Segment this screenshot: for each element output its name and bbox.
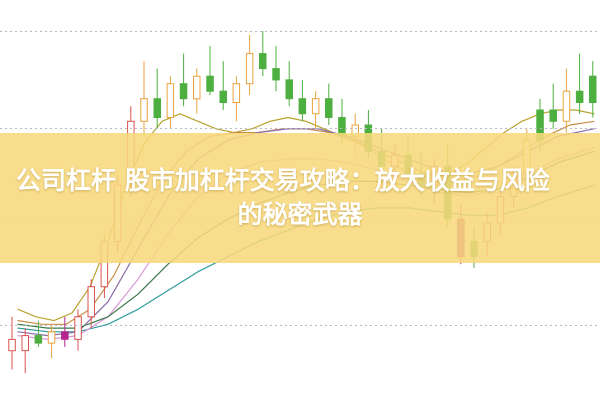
title-line-1: 公司杠杆 股市加杠杆交易攻略：放大收益与风险 [16, 166, 550, 195]
candle [87, 279, 95, 329]
candle [34, 320, 43, 347]
candle [193, 68, 201, 114]
candle [206, 46, 214, 95]
candle [140, 61, 148, 137]
candle [21, 328, 29, 374]
candle [8, 316, 16, 370]
page-title: 公司杠杆 股市加杠杆交易攻略：放大收益与风险 的秘密武器 [0, 133, 600, 263]
candle [245, 34, 254, 95]
candle [232, 76, 241, 122]
candle [562, 68, 571, 133]
candle [549, 83, 557, 129]
candle [179, 53, 188, 107]
candle [74, 309, 82, 351]
candle [47, 324, 56, 359]
title-line-2: 的秘密武器 [237, 200, 363, 229]
candle [575, 53, 584, 114]
title-banner [0, 133, 600, 263]
candle [272, 46, 280, 92]
candle [311, 91, 320, 129]
candle [61, 316, 69, 347]
candle [589, 61, 597, 118]
candle [325, 83, 333, 125]
candle [219, 61, 227, 110]
candle [298, 79, 307, 122]
candle [166, 76, 175, 129]
candle [259, 31, 267, 77]
candle [153, 68, 161, 129]
candle [285, 61, 293, 107]
